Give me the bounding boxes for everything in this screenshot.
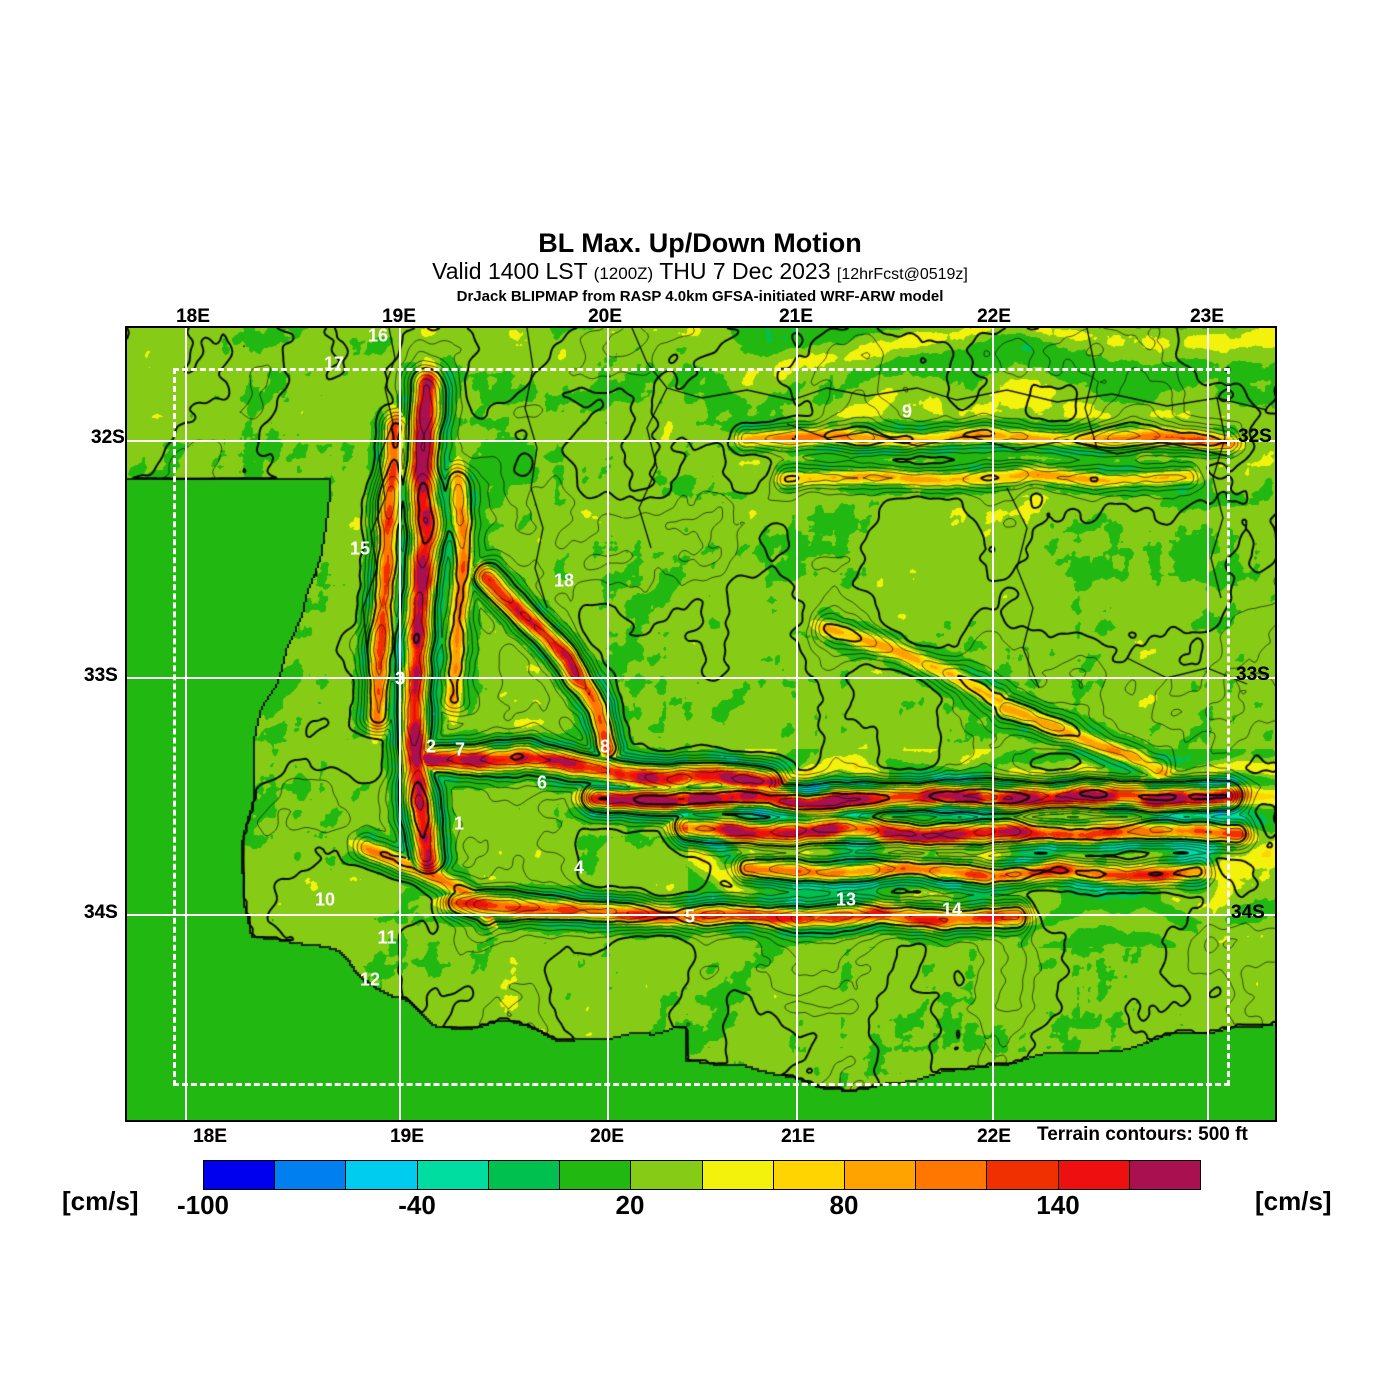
gridline-lon-22e bbox=[992, 328, 994, 1120]
site-label-2: 2 bbox=[425, 736, 437, 757]
colorbar-swatch-1 bbox=[275, 1161, 347, 1189]
page-title: BL Max. Up/Down Motion bbox=[538, 228, 862, 258]
colorbar-swatch-6 bbox=[631, 1161, 703, 1189]
gridline-lon-20e bbox=[607, 328, 609, 1120]
terrain-contour-note: Terrain contours: 500 ft bbox=[1037, 1124, 1248, 1145]
gridline-lat-32s bbox=[127, 440, 1275, 442]
lon-label-top-23e: 23E bbox=[1190, 306, 1224, 327]
site-label-8: 8 bbox=[599, 736, 611, 757]
lon-label-top-22e: 22E bbox=[977, 306, 1011, 327]
colorbar-swatch-10 bbox=[916, 1161, 988, 1189]
lon-label-top-19e: 19E bbox=[382, 306, 416, 327]
lat-label-left-34s: 34S bbox=[84, 902, 118, 923]
forecast-domain-box bbox=[173, 368, 1230, 1086]
colorbar-swatch-4 bbox=[488, 1161, 561, 1189]
site-label-4: 4 bbox=[573, 857, 585, 878]
gridline-lon-19e bbox=[399, 328, 401, 1120]
site-label-16: 16 bbox=[367, 326, 389, 346]
site-label-11: 11 bbox=[377, 927, 397, 948]
colorbar-tick-4: 140 bbox=[1036, 1190, 1080, 1220]
site-label-10: 10 bbox=[314, 889, 336, 910]
colorbar-tick-3: 80 bbox=[829, 1190, 859, 1220]
lon-label-top-21e: 21E bbox=[779, 306, 813, 327]
valid-time-line: Valid 1400 LST (1200Z) THU 7 Dec 2023 [1… bbox=[0, 258, 1400, 288]
forecast-tag: [12hrFcst@0519z] bbox=[836, 266, 968, 283]
site-label-1: 1 bbox=[453, 813, 465, 834]
lon-label-top-20e: 20E bbox=[588, 306, 622, 327]
site-label-18: 18 bbox=[553, 570, 575, 591]
gridline-lon-21e bbox=[796, 328, 798, 1120]
lat-label-left-32s: 32S bbox=[91, 427, 125, 448]
colorbar-swatch-12 bbox=[1058, 1161, 1130, 1189]
colorbar-swatch-2 bbox=[346, 1161, 418, 1189]
site-label-17: 17 bbox=[323, 353, 345, 374]
site-label-5: 5 bbox=[684, 906, 696, 927]
colorbar-tick-2: 20 bbox=[615, 1190, 645, 1220]
lat-label-right-33s: 33S bbox=[1236, 664, 1270, 685]
gridline-lat-33s bbox=[127, 677, 1275, 679]
site-label-7: 7 bbox=[454, 739, 466, 760]
colorbar-block: [cm/s] -100 -40 20 80 140 [cm/s] bbox=[0, 1160, 1400, 1230]
lat-label-left-33s: 33S bbox=[84, 665, 118, 686]
site-label-3: 3 bbox=[394, 668, 406, 689]
lat-label-right-34s: 34S bbox=[1231, 902, 1265, 923]
lon-label-bottom-21e: 21E bbox=[781, 1126, 815, 1147]
colorbar-swatch-0 bbox=[204, 1161, 276, 1189]
colorbar-tick-1: -40 bbox=[398, 1190, 436, 1220]
site-label-13: 13 bbox=[835, 889, 857, 910]
gridline-lon-23e bbox=[1207, 328, 1209, 1120]
valid-time-prefix: Valid 1400 LST bbox=[432, 258, 588, 284]
colorbar-swatch-5 bbox=[560, 1161, 632, 1189]
lon-label-bottom-19e: 19E bbox=[390, 1126, 424, 1147]
weather-map[interactable]: 1 2 3 4 5 6 7 8 9 10 11 12 13 14 15 16 1… bbox=[125, 326, 1277, 1122]
lon-label-bottom-22e: 22E bbox=[977, 1126, 1011, 1147]
colorbar-unit-left: [cm/s] bbox=[62, 1186, 139, 1216]
colorbar-swatch-8 bbox=[773, 1161, 845, 1189]
lon-label-top-18e: 18E bbox=[176, 306, 210, 327]
gridline-lat-34s bbox=[127, 914, 1275, 916]
colorbar-tick-0: -100 bbox=[176, 1190, 230, 1220]
model-credit: DrJack BLIPMAP from RASP 4.0km GFSA-init… bbox=[456, 288, 944, 305]
colorbar-swatch-9 bbox=[844, 1161, 917, 1189]
lon-label-bottom-18e: 18E bbox=[193, 1126, 227, 1147]
valid-date: THU 7 Dec 2023 bbox=[659, 258, 831, 284]
header-block: BL Max. Up/Down Motion Valid 1400 LST (1… bbox=[0, 228, 1400, 306]
gridline-lon-18e bbox=[185, 328, 187, 1120]
site-label-9: 9 bbox=[901, 401, 913, 422]
site-label-12: 12 bbox=[359, 969, 381, 990]
colorbar-scale[interactable] bbox=[203, 1160, 1201, 1190]
site-label-14: 14 bbox=[941, 899, 963, 920]
colorbar-swatch-7 bbox=[702, 1161, 774, 1189]
lon-label-bottom-20e: 20E bbox=[590, 1126, 624, 1147]
site-label-15: 15 bbox=[349, 538, 371, 559]
lat-label-right-32s: 32S bbox=[1238, 426, 1272, 447]
colorbar-unit-right: [cm/s] bbox=[1255, 1186, 1332, 1216]
colorbar-swatch-13 bbox=[1129, 1161, 1201, 1189]
site-label-6: 6 bbox=[536, 772, 548, 793]
colorbar-swatch-11 bbox=[987, 1161, 1059, 1189]
vertical-motion-field bbox=[127, 328, 1275, 1120]
valid-time-zulu: (1200Z) bbox=[593, 264, 654, 283]
colorbar-swatch-3 bbox=[417, 1161, 489, 1189]
